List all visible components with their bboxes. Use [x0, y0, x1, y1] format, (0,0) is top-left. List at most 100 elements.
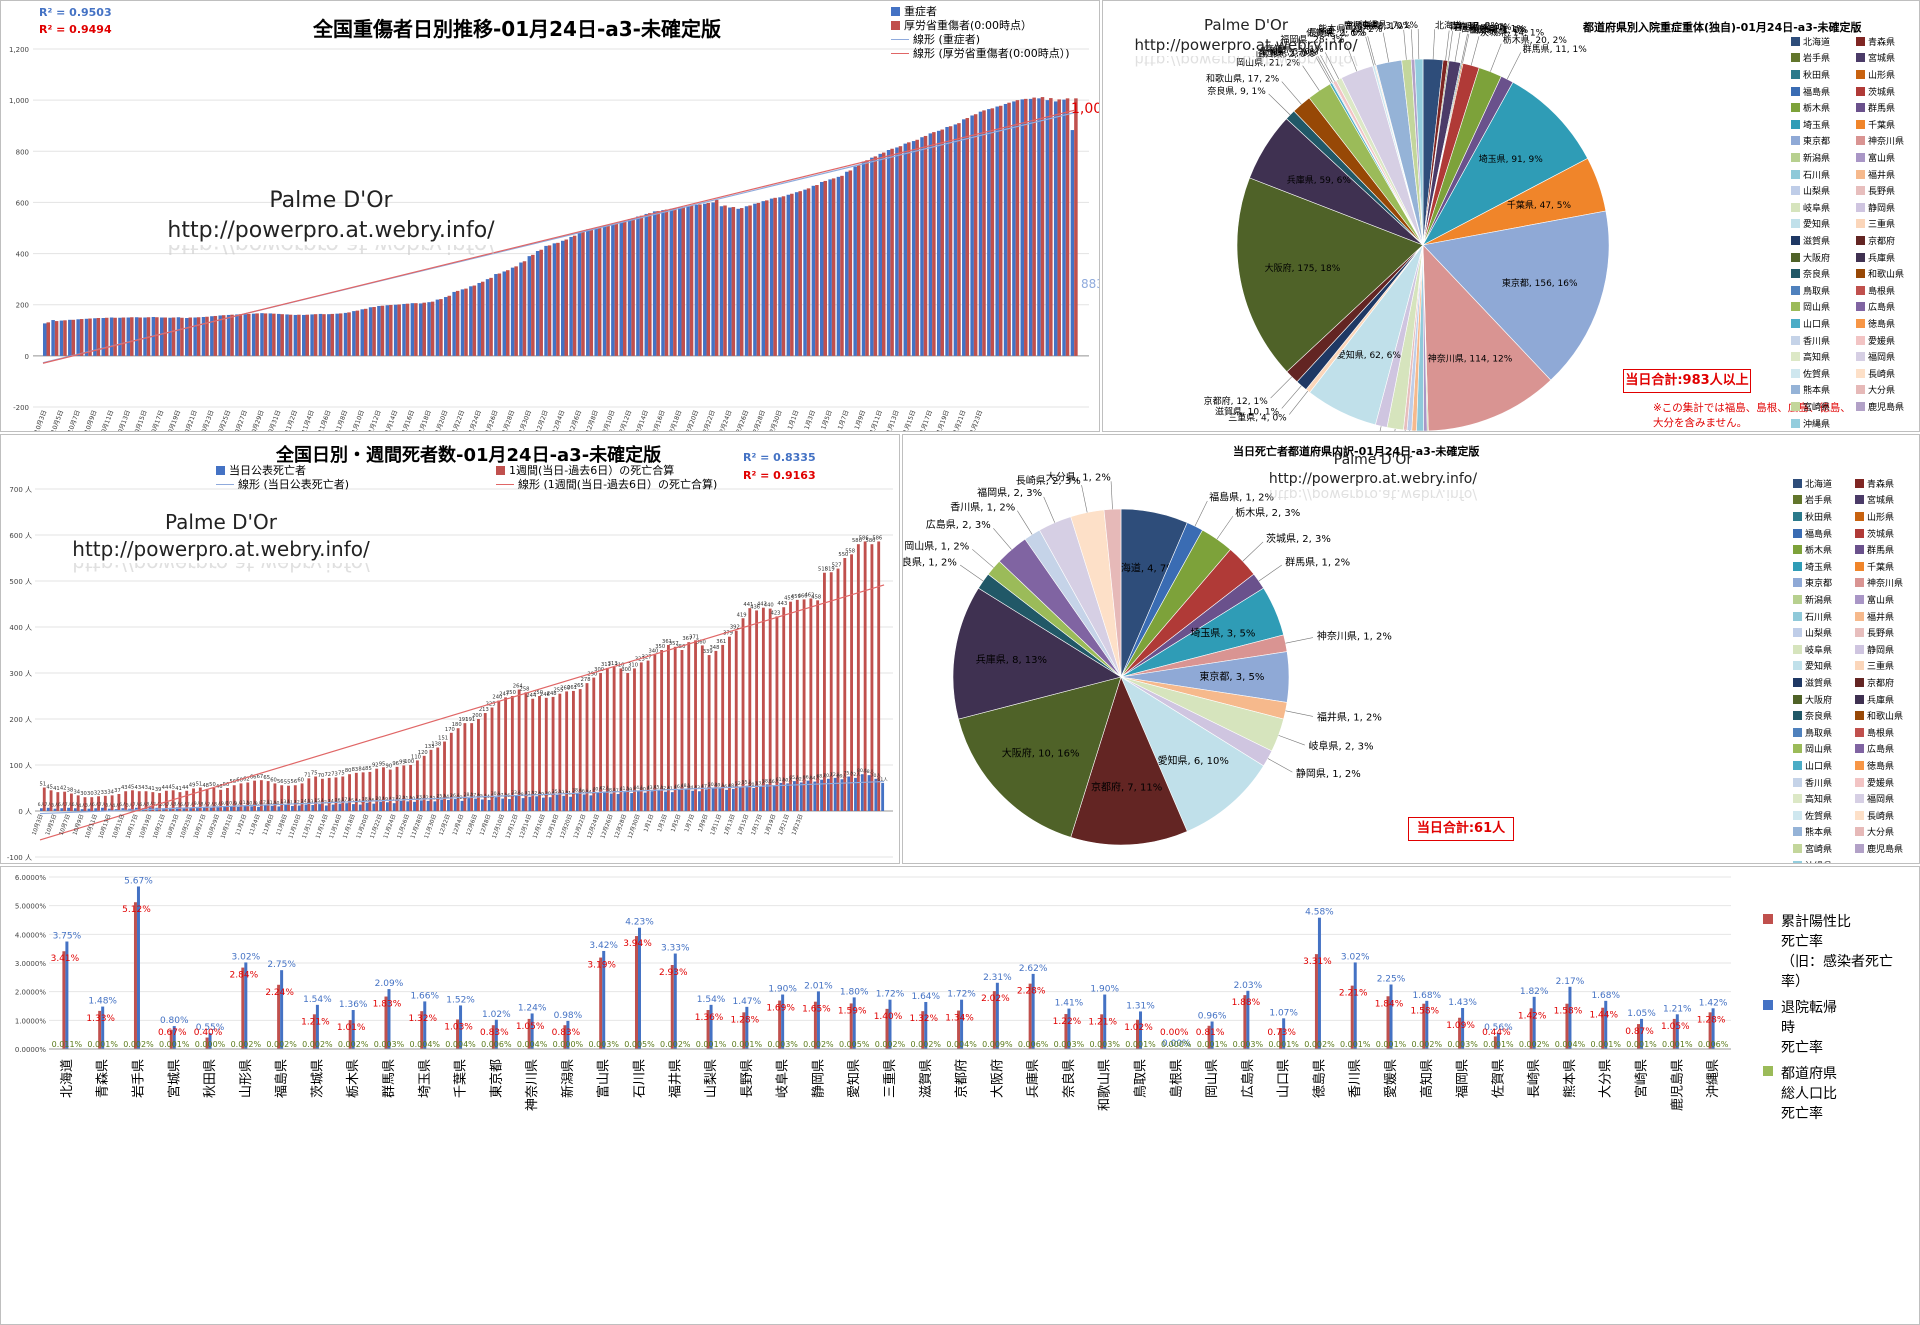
pie-leader-line: [1278, 735, 1305, 746]
pie-leader-line: [1462, 33, 1470, 64]
legend-item: 宮城県: [1856, 48, 1895, 69]
x-tick-label: 11月26日: [483, 409, 499, 432]
bar-mhlw-serious: [689, 205, 694, 356]
x-tick-label: 1月5日: [820, 409, 834, 430]
x-tick-label: 11月4日: [248, 813, 262, 836]
x-tick-label: 12月2日: [438, 813, 452, 836]
bar-weekly-deaths: [585, 683, 589, 811]
bar-daily-deaths: [216, 807, 220, 811]
legend-label: 和歌山県: [1868, 270, 1905, 281]
legend-item: 東京都: [1793, 573, 1832, 594]
discharge-rate-label: 1.80%: [840, 987, 869, 997]
legend-item: 熊本県: [1793, 822, 1832, 843]
legend-label: 神奈川県: [1867, 579, 1904, 590]
x-tick-label: 12月20日: [559, 813, 574, 839]
population-rate-label: 0.003%: [374, 1040, 405, 1049]
bar-mhlw-serious: [547, 245, 552, 356]
bar-weekly-deaths: [619, 668, 623, 811]
pie-label: 兵庫県, 8, 13%: [976, 653, 1047, 666]
legend-swatch: [1856, 169, 1865, 179]
population-rate-label: 0.003%: [1054, 1040, 1085, 1049]
weekly-deaths-label: 311: [601, 662, 611, 668]
bar-discharge-rate: [172, 1026, 176, 1049]
bar-weekly-deaths: [395, 766, 399, 811]
bar-serious: [878, 153, 882, 356]
positive-rate-label: 0.83%: [480, 1028, 509, 1038]
positive-rate-label: 1.05%: [1661, 1022, 1690, 1032]
weekly-deaths-label: 213: [479, 707, 489, 713]
bar-mhlw-serious: [898, 146, 903, 356]
discharge-rate-label: 1.72%: [947, 990, 976, 1000]
bar-serious: [845, 171, 849, 356]
bar-daily-deaths: [101, 807, 104, 811]
pie-label: 長崎県, 2, 3%: [1016, 474, 1081, 487]
legend-item: 福島県: [1793, 523, 1832, 544]
x-category-label: 茨城県: [310, 1059, 325, 1098]
x-tick-label: 1月7日: [837, 409, 851, 430]
bar-weekly-deaths: [42, 787, 46, 811]
daily-deaths-label: 45人: [654, 784, 665, 790]
bar-mhlw-serious: [907, 142, 911, 356]
bar-weekly-deaths: [558, 693, 562, 811]
legend-label: 愛知県: [1805, 662, 1833, 673]
bar-weekly-deaths: [422, 755, 426, 811]
legend-weekly-deaths: 1週間(当日-過去6日）の死亡合算: [509, 464, 675, 477]
pie-label: 東京都, 3, 5%: [1199, 670, 1264, 683]
bar-serious: [185, 318, 189, 356]
positive-rate-label: 3.31%: [1303, 957, 1332, 967]
pie-label: 岡山県, 1, 2%: [904, 541, 969, 553]
bar-daily-deaths: [94, 808, 98, 811]
legend-label: 宮崎県: [1805, 844, 1833, 855]
bar-discharge-rate: [423, 1001, 427, 1049]
bar-discharge-rate: [459, 1005, 463, 1049]
legend-swatch: [1793, 843, 1802, 853]
x-tick-label: 1月11日: [869, 409, 884, 432]
positive-rate-label: 1.05%: [516, 1022, 545, 1032]
weekly-deaths-label: 73: [331, 771, 338, 777]
bar-mhlw-serious: [965, 118, 970, 356]
bar-serious: [427, 302, 431, 356]
positive-rate-label: 1.44%: [1589, 1011, 1618, 1021]
legend-swatch: [1855, 827, 1864, 837]
bar-discharge-rate: [244, 962, 248, 1049]
daily-deaths-label: 7人: [44, 802, 52, 808]
discharge-rate-label: 3.42%: [589, 941, 618, 951]
bar-mhlw-serious: [455, 290, 460, 356]
bar-mhlw-serious: [263, 313, 268, 356]
bar-daily-deaths: [447, 799, 450, 811]
y-tick-label: 400: [16, 251, 29, 259]
discharge-rate-label: 2.31%: [983, 973, 1012, 983]
pie-label: 茨城県, 2, 3%: [1266, 532, 1331, 545]
bar-discharge-rate: [1389, 984, 1393, 1049]
pie-label: 岐阜県, 2, 3%: [1309, 739, 1374, 752]
y-tick-label: 700 人: [9, 486, 32, 494]
legend-label: 東京都: [1803, 137, 1831, 148]
x-tick-label: 12月4日: [451, 813, 465, 836]
legend-item: 新潟県: [1793, 589, 1832, 610]
pie-label: 青森県, 4, 0%: [1450, 21, 1509, 33]
x-tick-label: 11月6日: [261, 813, 275, 836]
serious-chart-title: 全国重傷者日別推移-01月24日-a3-未確定版: [313, 17, 721, 41]
bar-mhlw-serious: [63, 320, 67, 356]
daily-deaths-label: 33人: [559, 790, 570, 796]
positive-rate-label: 0.81%: [1196, 1028, 1225, 1038]
legend-item: 埼玉県: [1791, 114, 1830, 135]
x-tick-label: 12月14日: [634, 409, 650, 432]
weekly-deaths-label: 340: [648, 649, 658, 655]
population-rate-label: 0.004%: [445, 1040, 476, 1049]
daily-deaths-label: 50人: [749, 782, 760, 788]
x-tick-label: 11月14日: [314, 813, 329, 839]
legend-swatch: [1855, 744, 1864, 754]
bar-weekly-deaths: [775, 616, 779, 811]
bar-serious: [644, 213, 649, 356]
discharge-rate-label: 1.41%: [1055, 999, 1084, 1009]
x-tick-label: 1月23日: [969, 409, 984, 432]
population-rate-label: 0.004%: [410, 1040, 441, 1049]
bar-mhlw-serious: [714, 199, 719, 356]
bar-weekly-deaths: [415, 760, 419, 811]
positive-rate-label: 2.24%: [265, 988, 294, 998]
x-tick-label: 10月9日: [71, 813, 85, 836]
bar-mhlw-serious: [664, 209, 669, 356]
bar-daily-deaths: [521, 798, 525, 811]
pie-leader-line: [1302, 65, 1320, 91]
